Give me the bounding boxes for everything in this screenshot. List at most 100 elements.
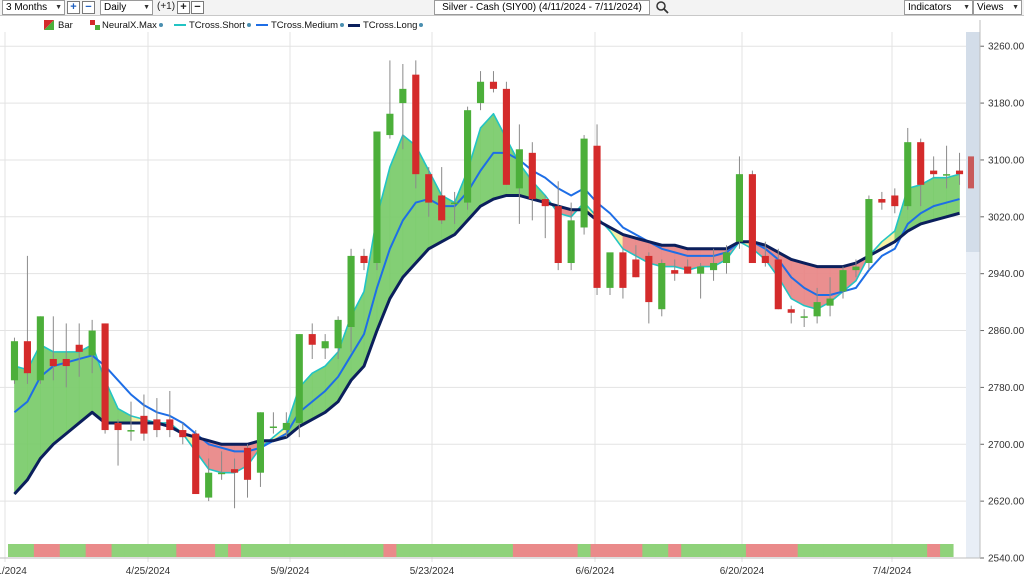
candle-body[interactable] <box>179 430 187 438</box>
settings-dot-icon[interactable] <box>246 23 251 28</box>
candle-body[interactable] <box>256 412 265 473</box>
candle-body[interactable] <box>943 174 951 176</box>
candle-body[interactable] <box>748 174 756 264</box>
candle-body[interactable] <box>852 266 860 271</box>
settings-dot-icon[interactable] <box>419 23 424 28</box>
legend-medium[interactable]: TCross.Medium <box>256 20 345 32</box>
candle-body[interactable] <box>153 419 161 431</box>
candle-body[interactable] <box>839 270 847 292</box>
settings-dot-icon[interactable] <box>158 23 163 28</box>
candle-body[interactable] <box>904 142 912 207</box>
zoom-in-button[interactable]: + <box>67 1 80 14</box>
candle-body[interactable] <box>243 447 252 480</box>
candle-body[interactable] <box>101 323 109 431</box>
neuralx-band <box>538 544 553 557</box>
legend-short[interactable]: TCross.Short <box>174 20 251 32</box>
candle-body[interactable] <box>386 113 394 136</box>
candle-body[interactable] <box>865 199 873 264</box>
candle-body[interactable] <box>127 430 135 432</box>
neuralx-band <box>370 544 384 557</box>
legend-long[interactable]: TCross.Long <box>348 20 424 32</box>
candle-body[interactable] <box>917 142 925 185</box>
candle-body[interactable] <box>489 81 498 89</box>
scrollbar-thumb[interactable] <box>966 32 980 252</box>
candle-body[interactable] <box>645 255 653 303</box>
candle-body[interactable] <box>269 426 277 429</box>
candle-body[interactable] <box>528 152 536 200</box>
search-icon[interactable] <box>655 0 669 14</box>
candle-body[interactable] <box>476 81 485 104</box>
symbol-title[interactable]: Silver - Cash (SIY00) (4/11/2024 - 7/11/… <box>434 0 650 15</box>
candle-body[interactable] <box>774 259 782 310</box>
candle-body[interactable] <box>515 149 523 189</box>
offset-plus-button[interactable]: + <box>177 1 190 14</box>
candle-body[interactable] <box>36 316 44 381</box>
candle-body[interactable] <box>166 419 174 431</box>
candle-body[interactable] <box>632 259 640 278</box>
candle-body[interactable] <box>412 74 420 175</box>
candle-body[interactable] <box>373 131 381 264</box>
candle-body[interactable] <box>114 422 122 431</box>
candle-body[interactable] <box>619 252 627 288</box>
candle-body[interactable] <box>502 88 510 185</box>
candle-body[interactable] <box>580 138 588 228</box>
legend-neuralx[interactable]: NeuralX.Max <box>90 20 163 32</box>
candle-body[interactable] <box>205 472 213 498</box>
candle-body[interactable] <box>282 422 290 431</box>
candle-body[interactable] <box>891 195 899 207</box>
candle-body[interactable] <box>399 88 407 104</box>
candle-body[interactable] <box>347 255 355 327</box>
candle-body[interactable] <box>658 263 666 310</box>
candle-body[interactable] <box>567 220 575 264</box>
candle-body[interactable] <box>464 110 472 203</box>
candle-body[interactable] <box>62 358 70 367</box>
candle-body[interactable] <box>425 174 433 203</box>
candle-body[interactable] <box>192 433 200 495</box>
candle-body[interactable] <box>787 309 795 313</box>
candle-body[interactable] <box>49 358 57 367</box>
period-dropdown[interactable]: 3 Months ▼ <box>2 0 65 15</box>
indicators-dropdown[interactable]: Indicators ▼ <box>904 0 973 15</box>
candle-body[interactable] <box>218 472 226 475</box>
candle-body[interactable] <box>334 319 342 349</box>
candle-body[interactable] <box>230 469 239 473</box>
candle-body[interactable] <box>671 270 679 274</box>
candle-body[interactable] <box>295 334 303 423</box>
candle-body[interactable] <box>800 316 808 318</box>
candle-body[interactable] <box>308 334 316 345</box>
legend-bar[interactable]: Bar <box>44 20 73 32</box>
candle-body[interactable] <box>75 344 83 352</box>
candle-body[interactable] <box>23 341 31 374</box>
candle-body[interactable] <box>955 170 964 175</box>
candle-body[interactable] <box>88 330 96 356</box>
candle-body[interactable] <box>826 298 834 306</box>
candle-body[interactable] <box>360 255 368 264</box>
candle-body[interactable] <box>541 199 549 207</box>
offset-minus-button[interactable]: − <box>191 1 204 14</box>
settings-dot-icon[interactable] <box>340 23 345 28</box>
candle-body[interactable] <box>684 266 692 274</box>
candle-body[interactable] <box>451 202 459 205</box>
candle-body[interactable] <box>554 206 562 264</box>
candle-body[interactable] <box>593 145 601 288</box>
candle-body[interactable] <box>968 156 974 189</box>
candle-body[interactable] <box>438 195 446 221</box>
candle-body[interactable] <box>722 252 731 264</box>
candle-body[interactable] <box>709 263 718 271</box>
candle-body[interactable] <box>735 174 744 242</box>
cloud-segment <box>946 173 960 218</box>
interval-dropdown[interactable]: Daily ▼ <box>100 0 153 15</box>
candle-body[interactable] <box>606 252 614 288</box>
candle-body[interactable] <box>10 341 19 381</box>
candle-body[interactable] <box>697 266 705 274</box>
neuralx-band <box>771 544 786 557</box>
views-dropdown[interactable]: Views ▼ <box>973 0 1022 15</box>
candle-body[interactable] <box>930 170 938 175</box>
candle-body[interactable] <box>761 255 769 264</box>
zoom-out-button[interactable]: − <box>82 1 95 14</box>
candle-body[interactable] <box>140 415 148 434</box>
candle-body[interactable] <box>878 199 886 203</box>
candle-body[interactable] <box>813 302 821 317</box>
candle-body[interactable] <box>321 341 329 349</box>
